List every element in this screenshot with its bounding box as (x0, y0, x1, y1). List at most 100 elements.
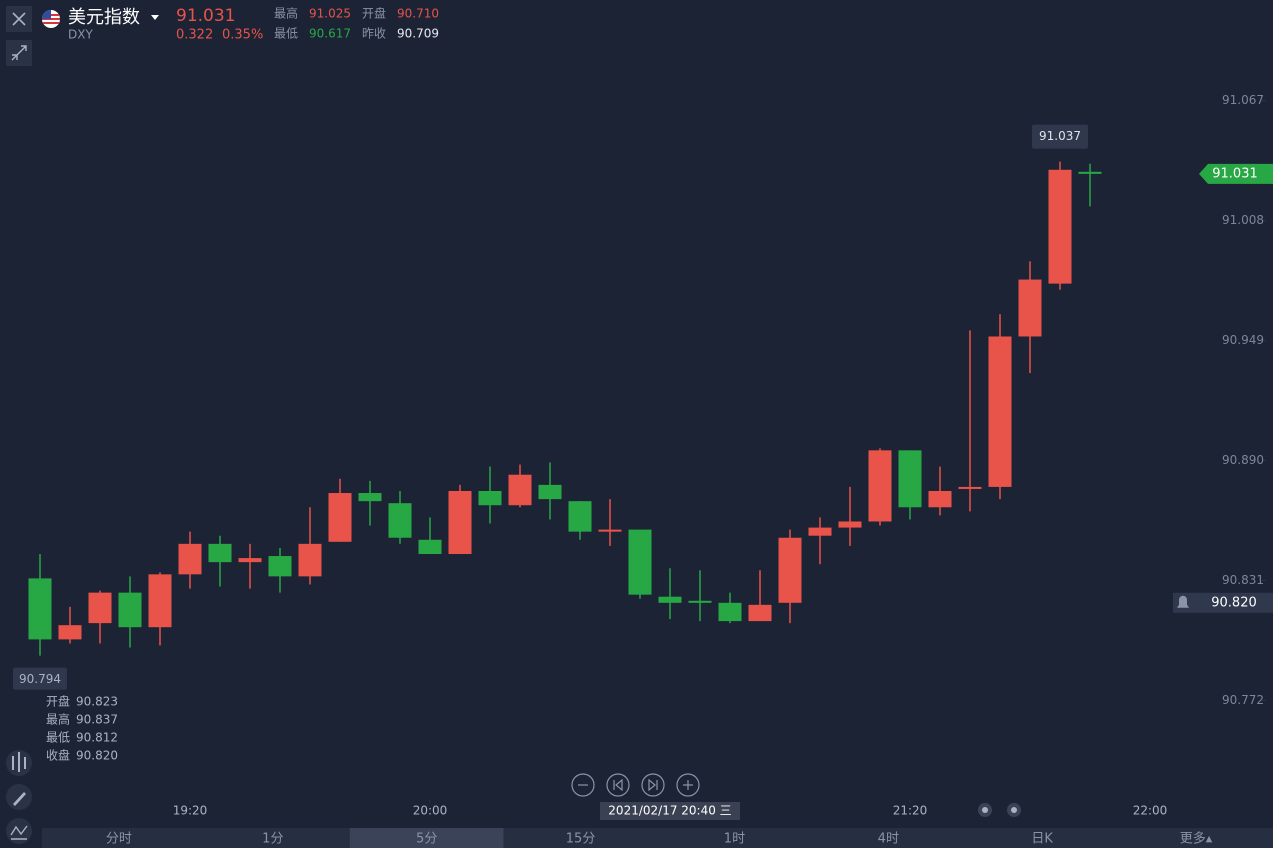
candle-body (178, 543, 202, 575)
nav-buttons (571, 773, 700, 797)
candle-body (508, 474, 532, 506)
tab[interactable] (811, 828, 966, 848)
candle-body (238, 558, 262, 563)
tab-label[interactable]: 分时 (106, 832, 132, 847)
close-icon (12, 12, 26, 26)
zoom-in[interactable] (676, 773, 700, 797)
stat-label: 开盘 (362, 6, 386, 21)
pencil-icon (13, 792, 26, 806)
x-tick-label: 19:20 (173, 804, 208, 818)
draw-button[interactable] (6, 784, 32, 810)
candle-body (148, 574, 172, 628)
crosshair-box (599, 802, 740, 820)
x-tick-label: 21:20 (893, 804, 928, 818)
stat-value: 90.709 (397, 27, 439, 41)
y-tick-label: 91.067 (1222, 93, 1264, 107)
tab[interactable] (1119, 828, 1273, 848)
candle-body (838, 521, 862, 528)
candle-body (478, 490, 502, 506)
tab-label[interactable]: 1时 (724, 832, 745, 847)
alert-tag[interactable] (1173, 592, 1273, 613)
info-value: 90.823 (76, 695, 118, 709)
zoom-out[interactable] (571, 773, 595, 797)
instrument-name: 美元指数 (68, 7, 140, 28)
symbol: DXY (68, 28, 93, 42)
candle-body (778, 537, 802, 603)
marker-dot-inner (1011, 807, 1017, 813)
info-value: 90.812 (76, 731, 118, 745)
info-value: 90.837 (76, 713, 118, 727)
info-label: 开盘 (46, 694, 70, 709)
candle-body (208, 543, 232, 563)
candle-body (688, 600, 712, 603)
candle-body (298, 543, 322, 577)
x-tick-label: 20:00 (413, 804, 448, 818)
candle-body (628, 529, 652, 595)
candle-body (748, 604, 772, 622)
stat-value: 90.710 (397, 7, 439, 21)
stat-label: 昨收 (362, 27, 386, 41)
candle-body (538, 484, 562, 500)
candle-body (28, 578, 52, 640)
y-tick-label: 90.890 (1222, 453, 1264, 467)
price-tag-label: 91.031 (1212, 166, 1258, 181)
bell-icon (1177, 595, 1189, 608)
price-tag (1199, 163, 1273, 184)
tab-label[interactable]: 15分 (566, 832, 596, 847)
candle-body (988, 336, 1012, 487)
dropdown-arrow[interactable] (151, 15, 159, 20)
y-tick-label: 90.949 (1222, 333, 1264, 347)
candle-body (598, 529, 622, 532)
tab[interactable] (965, 828, 1120, 848)
candle-body (448, 490, 472, 555)
candle-body (958, 486, 982, 489)
candle-body (268, 556, 292, 577)
change-pct: 0.35% (222, 28, 263, 43)
candle-body (118, 592, 142, 628)
low-marker: 90.794 (19, 672, 61, 686)
tab[interactable] (349, 828, 504, 848)
crosshair-label: 2021/02/17 20:40 三 (608, 804, 731, 818)
tab[interactable] (195, 828, 350, 848)
stat-value: 90.617 (309, 27, 351, 41)
candle-body (1078, 171, 1102, 174)
high-marker: 91.037 (1039, 129, 1081, 143)
candle-body (418, 539, 442, 555)
candle-body (1018, 279, 1042, 337)
candle-body (358, 493, 382, 502)
info-label: 最高 (46, 712, 70, 727)
tab-label[interactable]: 1分 (262, 832, 283, 847)
high-marker-box (1031, 124, 1088, 149)
flag (42, 10, 60, 28)
candle-body (658, 596, 682, 603)
line-icon (10, 825, 28, 840)
tab[interactable] (657, 828, 812, 848)
candle-body (718, 602, 742, 622)
tab-label[interactable]: 5分 (416, 832, 437, 847)
change: 0.322 (176, 28, 213, 43)
tab[interactable] (42, 828, 196, 848)
tab[interactable] (503, 828, 658, 848)
y-tick-label: 90.772 (1222, 693, 1264, 707)
candle-body (88, 592, 112, 624)
x-tick-label: 22:00 (1133, 804, 1168, 818)
candle-body (388, 503, 412, 538)
stat-label: 最低 (274, 27, 298, 41)
candle-body (868, 450, 892, 522)
last-price: 91.031 (176, 6, 235, 26)
stat-label: 最高 (274, 6, 298, 21)
candle-body (898, 450, 922, 508)
indicator-icon (12, 752, 26, 772)
shrink-icon (11, 45, 27, 61)
tab-label[interactable]: 日K (1031, 832, 1053, 847)
alert-label: 90.820 (1211, 595, 1257, 610)
stat-value: 91.025 (309, 7, 351, 21)
tab-label[interactable]: 4时 (878, 832, 899, 847)
info-value: 90.820 (76, 749, 118, 763)
tab-label[interactable]: 更多▴ (1180, 831, 1213, 847)
info-label: 最低 (46, 731, 70, 745)
first[interactable] (606, 773, 630, 797)
last[interactable] (641, 773, 665, 797)
